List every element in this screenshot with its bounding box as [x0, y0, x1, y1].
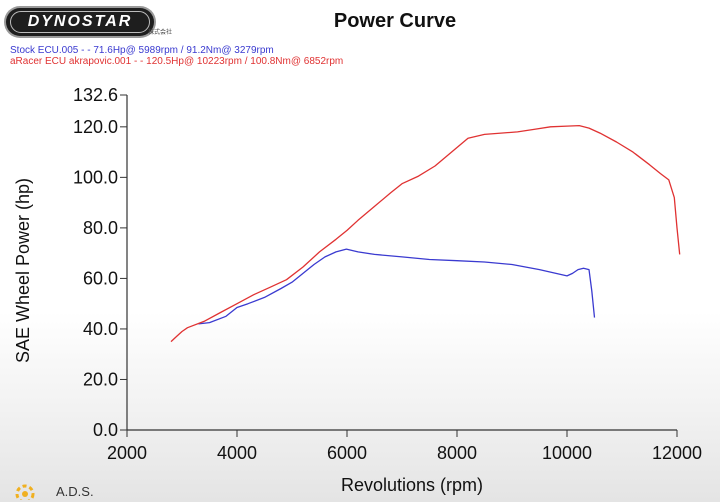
logo-text: DYNOSTAR	[10, 11, 150, 33]
footer-brand: A.D.S.	[56, 484, 94, 499]
x-tick-label: 6000	[327, 443, 367, 463]
y-tick-label: 132.6	[73, 85, 118, 105]
x-tick-label: 12000	[652, 443, 702, 463]
y-axis-label: SAE Wheel Power (hp)	[13, 178, 33, 363]
series-line-stock	[198, 248, 596, 325]
x-tick-label: 4000	[217, 443, 257, 463]
y-tick-label: 20.0	[83, 369, 118, 389]
y-tick-label: 120.0	[73, 117, 118, 137]
logo-subtext: 株式会社	[148, 30, 173, 36]
x-tick-label: 8000	[437, 443, 477, 463]
ads-logo-icon	[15, 484, 35, 500]
x-tick-label: 10000	[542, 443, 592, 463]
chart-title: Power Curve	[333, 10, 457, 32]
y-tick-label: 40.0	[83, 319, 118, 339]
series-line-aracer	[170, 124, 681, 343]
x-tick-label: 2000	[107, 443, 147, 463]
x-axis-label: Revolutions (rpm)	[341, 475, 483, 495]
y-tick-label: 0.0	[93, 420, 118, 440]
legend-aracer-ecu: aRacer ECU akrapovic.001 - - 120.5Hp@ 10…	[10, 56, 344, 67]
y-tick-label: 100.0	[73, 167, 118, 187]
dynostar-logo: DYNOSTAR	[6, 8, 154, 36]
y-tick-label: 80.0	[83, 218, 118, 238]
legend-stock-ecu: Stock ECU.005 - - 71.6Hp@ 5989rpm / 91.2…	[10, 45, 274, 56]
y-tick-label: 60.0	[83, 268, 118, 288]
